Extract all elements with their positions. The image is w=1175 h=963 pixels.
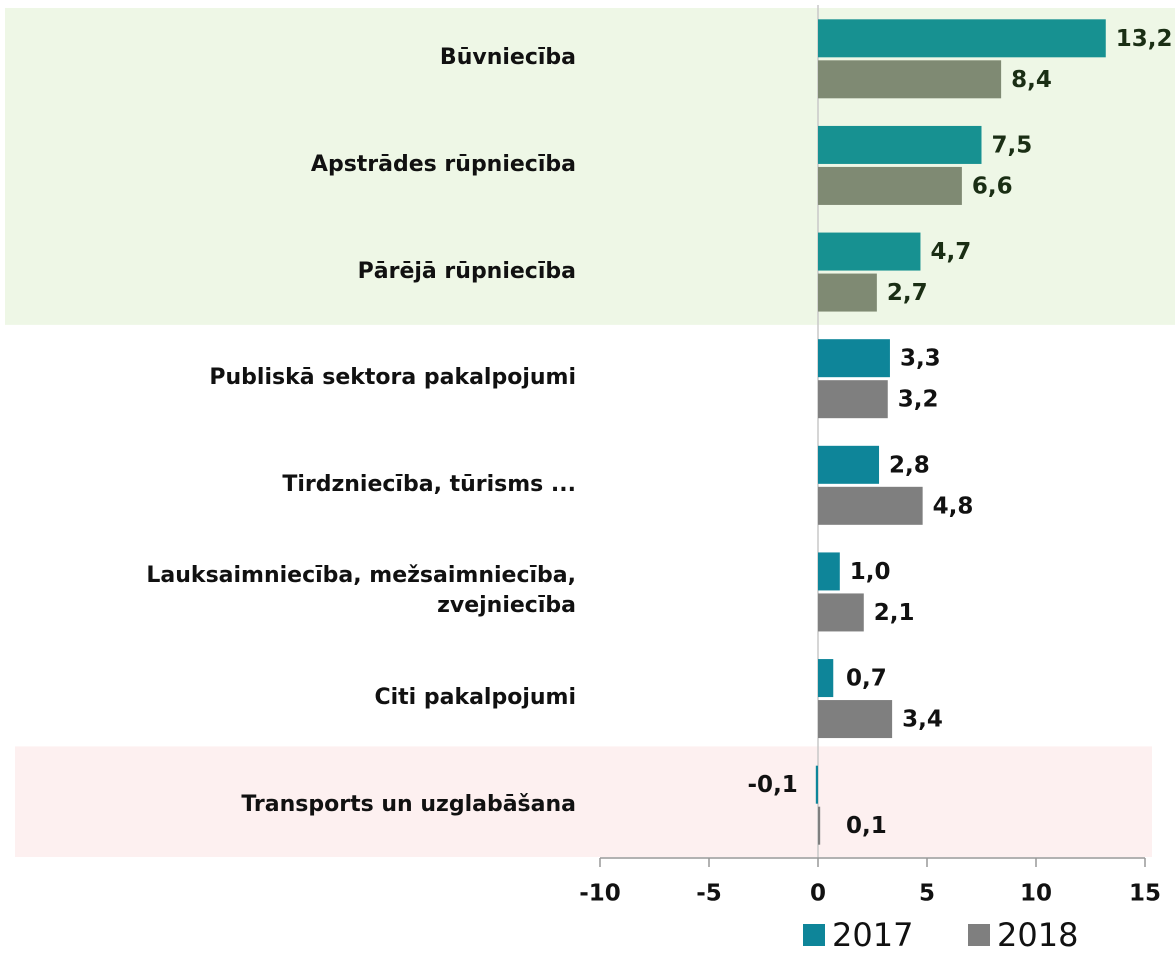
bar — [815, 765, 818, 804]
value-label: 2,7 — [887, 280, 928, 306]
category-label: Transports un uzglabāšana — [241, 791, 576, 817]
value-label: 7,5 — [992, 132, 1033, 158]
category-label: Publiskā sektora pakalpojumi — [209, 365, 576, 391]
x-tick-label: -5 — [696, 881, 722, 907]
value-label: 0,7 — [846, 666, 887, 692]
category-label: Tirdzniecība, tūrisms ... — [282, 471, 576, 497]
bar — [818, 659, 834, 698]
category-label: Pārējā rūpniecība — [357, 258, 576, 284]
bar — [818, 380, 888, 419]
legend-label: 2018 — [997, 916, 1078, 954]
value-label: 4,7 — [930, 239, 971, 265]
value-label: 2,8 — [889, 452, 930, 478]
bar — [818, 486, 923, 525]
value-label: 0,1 — [846, 813, 887, 839]
x-tick-label: 0 — [810, 881, 826, 907]
value-label: 1,0 — [850, 559, 891, 585]
value-label: -0,1 — [748, 772, 798, 798]
legend-label: 2017 — [832, 916, 913, 954]
value-label: 13,2 — [1116, 26, 1173, 52]
category-label: Citi pakalpojumi — [374, 685, 576, 711]
x-tick-label: 5 — [919, 881, 935, 907]
value-label: 4,8 — [933, 493, 974, 519]
value-label: 3,4 — [902, 707, 943, 733]
value-label: 6,6 — [972, 173, 1013, 199]
bar — [818, 19, 1106, 58]
bar — [818, 700, 893, 739]
bar — [818, 593, 864, 632]
legend-swatch — [968, 924, 990, 946]
bar — [818, 125, 982, 164]
category-label: Apstrādes rūpniecība — [310, 151, 576, 177]
bar — [818, 552, 840, 591]
x-tick-label: -10 — [579, 881, 621, 907]
value-label: 2,1 — [874, 600, 915, 626]
bar — [818, 166, 962, 205]
value-label: 8,4 — [1011, 67, 1052, 93]
bar — [818, 273, 877, 312]
bar — [818, 232, 921, 271]
bar — [818, 60, 1002, 99]
bar — [818, 339, 890, 378]
highlight-band — [15, 746, 1152, 857]
value-label: 3,2 — [898, 387, 939, 413]
x-tick-label: 10 — [1020, 881, 1052, 907]
category-label: Lauksaimniecība, mežsaimniecība, zvejnie… — [146, 563, 576, 619]
legend-swatch — [803, 924, 825, 946]
bar — [818, 445, 880, 484]
value-label: 3,3 — [900, 346, 941, 372]
bar — [818, 806, 821, 845]
category-label: Būvniecība — [439, 45, 576, 71]
x-tick-label: 15 — [1129, 881, 1161, 907]
